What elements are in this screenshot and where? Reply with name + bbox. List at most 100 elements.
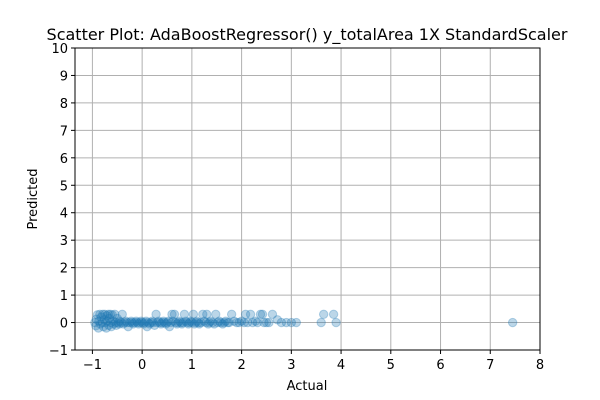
y-tick-label: 9 <box>60 69 68 84</box>
data-point <box>127 317 137 328</box>
data-point <box>183 319 194 329</box>
data-point <box>125 317 135 328</box>
data-point <box>211 309 221 320</box>
data-point <box>132 317 142 328</box>
data-point <box>162 317 172 328</box>
data-point <box>161 319 171 329</box>
data-point <box>204 317 214 328</box>
data-point <box>94 316 104 326</box>
y-tick-label: 7 <box>60 124 68 139</box>
data-point <box>236 316 247 326</box>
data-point <box>136 316 146 326</box>
data-point <box>188 309 199 320</box>
data-point <box>213 317 223 328</box>
data-point <box>328 309 339 320</box>
data-point <box>208 317 218 328</box>
data-point <box>316 317 326 328</box>
data-point <box>247 317 258 328</box>
data-point <box>138 319 149 329</box>
data-point <box>209 319 219 329</box>
data-point <box>178 317 188 328</box>
data-point <box>214 316 224 326</box>
data-point <box>111 317 121 328</box>
data-point <box>170 317 181 328</box>
x-tick-label: 5 <box>387 358 395 373</box>
data-point <box>507 317 518 328</box>
data-point <box>117 309 127 320</box>
data-point <box>167 309 177 320</box>
data-point <box>102 310 112 321</box>
data-point <box>107 310 117 320</box>
data-point <box>146 317 156 328</box>
data-point <box>234 317 244 328</box>
data-point <box>156 319 166 329</box>
data-point <box>157 317 167 328</box>
data-point <box>106 321 117 332</box>
data-point <box>144 319 155 329</box>
data-point <box>191 317 201 328</box>
data-point <box>192 316 202 326</box>
data-point <box>186 316 196 326</box>
data-point <box>152 317 162 328</box>
data-point <box>261 317 272 328</box>
data-point <box>193 317 204 328</box>
data-point <box>318 309 329 320</box>
data-point <box>149 320 160 330</box>
data-point <box>194 319 205 329</box>
data-point <box>169 309 180 320</box>
data-point <box>104 320 114 330</box>
x-tick-label: 3 <box>287 358 295 373</box>
data-point <box>115 316 125 326</box>
x-tick-label: 2 <box>237 358 245 373</box>
data-point <box>176 317 186 328</box>
data-point <box>181 316 191 326</box>
data-point <box>159 317 170 328</box>
data-point <box>110 309 120 320</box>
data-point <box>103 309 114 320</box>
data-point <box>229 316 239 326</box>
y-tick-label: 4 <box>60 207 68 222</box>
data-point <box>151 309 161 320</box>
data-point <box>184 317 195 328</box>
data-point <box>98 309 108 320</box>
data-point <box>281 317 292 328</box>
data-points <box>90 309 518 333</box>
data-point <box>231 317 242 328</box>
data-point <box>182 317 192 328</box>
data-point <box>267 309 278 320</box>
data-point <box>201 317 211 328</box>
data-point <box>133 319 144 329</box>
data-point <box>92 310 103 320</box>
data-point <box>95 319 106 329</box>
data-point <box>118 319 128 329</box>
x-tick-label: 0 <box>138 358 146 373</box>
data-point <box>100 309 110 320</box>
data-point <box>142 321 152 332</box>
data-point <box>128 319 138 329</box>
data-point <box>98 321 109 332</box>
data-point <box>106 317 116 328</box>
data-point <box>272 315 283 325</box>
data-point <box>91 314 102 324</box>
data-point <box>240 309 251 320</box>
x-tick-label: 4 <box>337 358 345 373</box>
data-point <box>166 317 176 328</box>
x-tick-label: 7 <box>486 358 494 373</box>
data-point <box>199 316 210 326</box>
x-tick-label: 8 <box>536 358 544 373</box>
y-tick-label: 8 <box>60 97 68 112</box>
y-axis-label: Predicted <box>26 168 41 229</box>
data-point <box>121 316 131 326</box>
plot-frame <box>74 47 541 351</box>
data-point <box>104 313 115 324</box>
grid-lines <box>75 47 541 351</box>
data-point <box>219 317 229 328</box>
data-point <box>206 316 216 326</box>
data-point <box>177 319 187 329</box>
data-point <box>173 317 183 328</box>
data-point <box>163 316 174 326</box>
data-point <box>245 309 256 320</box>
data-point <box>218 319 228 329</box>
data-point <box>100 317 111 328</box>
